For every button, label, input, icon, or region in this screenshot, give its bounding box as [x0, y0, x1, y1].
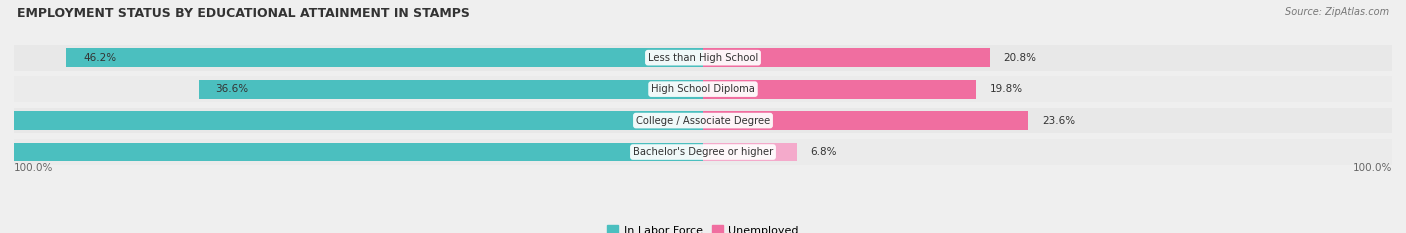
Text: Bachelor's Degree or higher: Bachelor's Degree or higher [633, 147, 773, 157]
Text: Less than High School: Less than High School [648, 53, 758, 63]
Bar [703, 111, 1028, 130]
Bar [703, 48, 990, 67]
Text: 36.6%: 36.6% [215, 84, 249, 94]
Bar [14, 139, 1392, 165]
Text: EMPLOYMENT STATUS BY EDUCATIONAL ATTAINMENT IN STAMPS: EMPLOYMENT STATUS BY EDUCATIONAL ATTAINM… [17, 7, 470, 20]
Bar [0, 111, 703, 130]
Text: 20.8%: 20.8% [1004, 53, 1036, 63]
Bar [198, 80, 703, 99]
Legend: In Labor Force, Unemployed: In Labor Force, Unemployed [603, 221, 803, 233]
Bar [66, 48, 703, 67]
Text: 46.2%: 46.2% [83, 53, 117, 63]
Bar [703, 143, 797, 161]
Text: 100.0%: 100.0% [14, 163, 53, 173]
Bar [703, 80, 976, 99]
Bar [14, 76, 1392, 102]
Text: 23.6%: 23.6% [1042, 116, 1076, 126]
Bar [0, 143, 703, 161]
Text: High School Diploma: High School Diploma [651, 84, 755, 94]
Bar [14, 108, 1392, 134]
Text: College / Associate Degree: College / Associate Degree [636, 116, 770, 126]
Text: 19.8%: 19.8% [990, 84, 1022, 94]
Text: 100.0%: 100.0% [1353, 163, 1392, 173]
Text: 6.8%: 6.8% [810, 147, 837, 157]
Bar [14, 45, 1392, 71]
Text: Source: ZipAtlas.com: Source: ZipAtlas.com [1285, 7, 1389, 17]
